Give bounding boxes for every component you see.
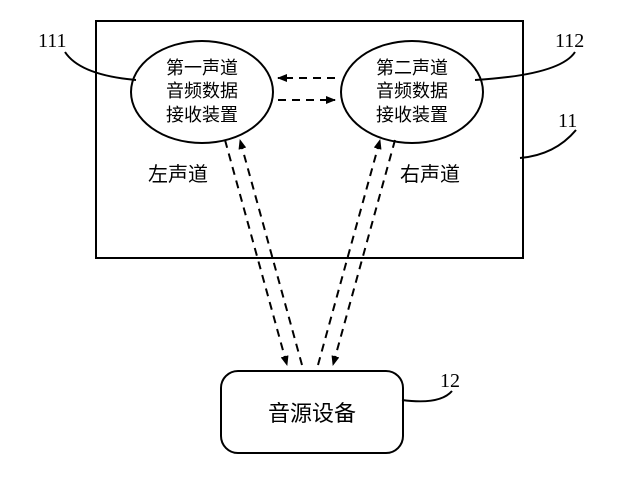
second-channel-receiver-node: 第二声道音频数据接收装置: [340, 40, 484, 144]
first-channel-receiver-node: 第一声道音频数据接收装置: [130, 40, 274, 144]
diagram-canvas: 第一声道音频数据接收装置 第二声道音频数据接收装置 左声道 右声道 音源设备 1…: [0, 0, 635, 500]
first-channel-receiver-label: 第一声道音频数据接收装置: [166, 57, 238, 127]
left-channel-label: 左声道: [148, 158, 208, 187]
reference-label-11: 11: [558, 110, 577, 133]
reference-label-112: 112: [555, 30, 584, 53]
audio-source-device-node: 音源设备: [220, 370, 404, 454]
reference-label-12: 12: [440, 370, 460, 393]
audio-source-device-label: 音源设备: [268, 396, 356, 428]
right-channel-label: 右声道: [400, 158, 460, 187]
second-channel-receiver-label: 第二声道音频数据接收装置: [376, 57, 448, 127]
reference-label-111: 111: [38, 30, 67, 53]
